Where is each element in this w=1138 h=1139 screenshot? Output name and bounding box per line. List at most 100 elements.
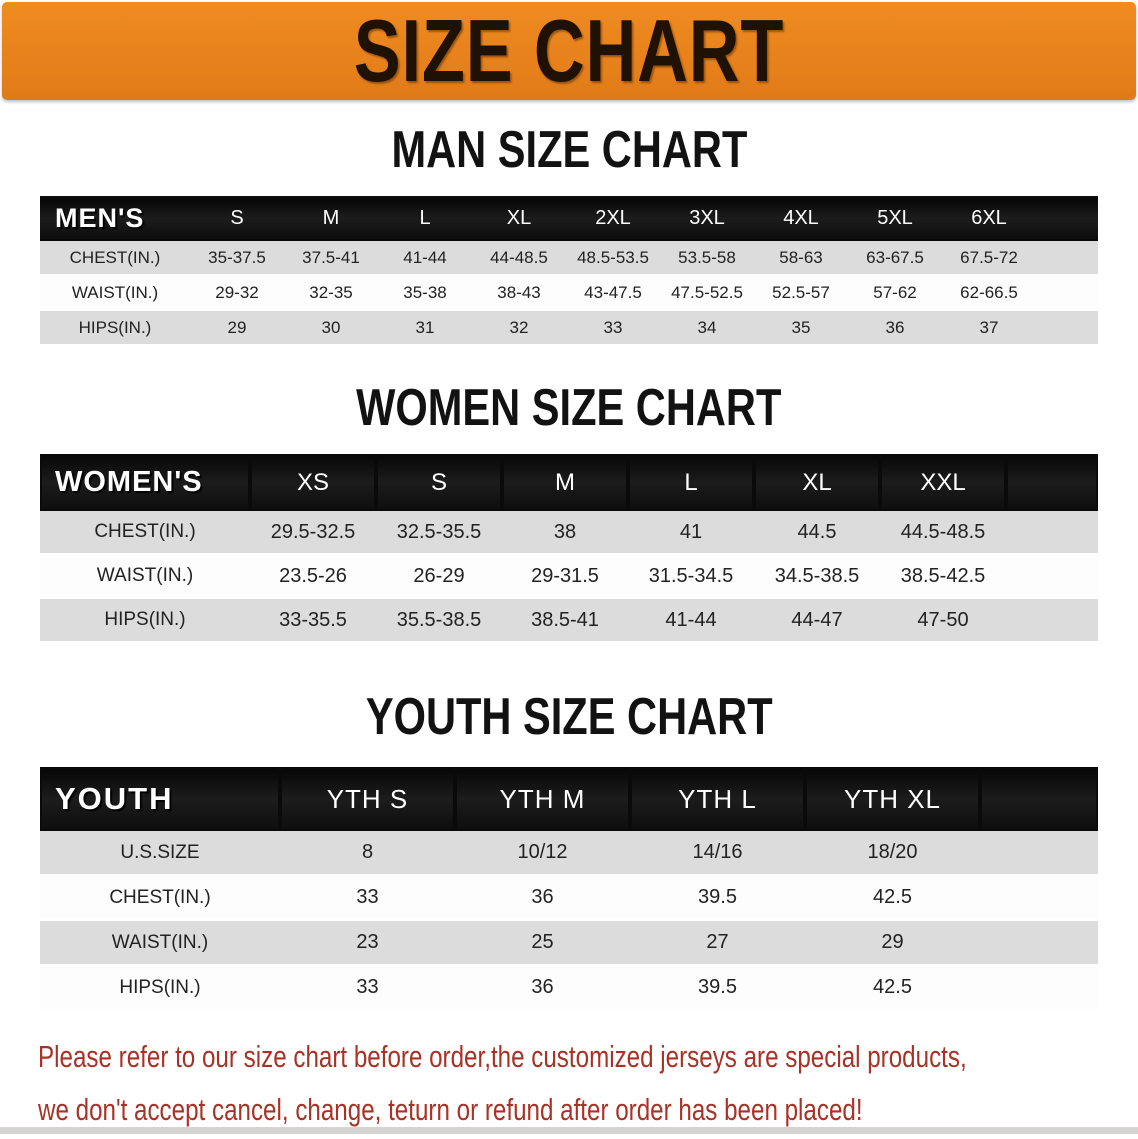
table-cell: 57-62: [848, 276, 942, 311]
table-cell: 32.5-35.5: [376, 511, 502, 555]
table-cell: 34.5-38.5: [754, 555, 880, 599]
women-section: WOMEN SIZE CHART WOMEN'S XS S M L XL XXL…: [0, 382, 1138, 643]
table-cell: 29.5-32.5: [250, 511, 376, 555]
women-size-col-xs: XS: [250, 454, 376, 511]
table-cell: 35-37.5: [190, 241, 284, 276]
men-section-heading: MAN SIZE CHART: [0, 124, 1138, 176]
spacer-cell: [1006, 511, 1098, 555]
table-cell: 47-50: [880, 599, 1006, 643]
disclaimer-line-1-text: Please refer to our size chart before or…: [38, 1039, 967, 1074]
youth-size-col-s: YTH S: [280, 767, 455, 831]
table-cell: 36: [848, 311, 942, 346]
banner-title: SIZE CHART: [353, 1, 785, 100]
table-cell: 29-32: [190, 276, 284, 311]
table-cell: 23: [280, 921, 455, 966]
youth-section-heading: YOUTH SIZE CHART: [0, 691, 1138, 743]
table-cell: 47.5-52.5: [660, 276, 754, 311]
table-cell: 43-47.5: [566, 276, 660, 311]
table-cell: 32: [472, 311, 566, 346]
disclaimer-line-2-text: we don't accept cancel, change, teturn o…: [38, 1092, 863, 1127]
table-cell: 41-44: [378, 241, 472, 276]
table-cell: 67.5-72: [942, 241, 1036, 276]
table-cell: 35-38: [378, 276, 472, 311]
men-section: MAN SIZE CHART MEN'S S M L XL 2XL 3XL 4X…: [0, 124, 1138, 346]
men-size-col-m: M: [322, 207, 340, 229]
women-size-col-xxl: XXL: [880, 454, 1006, 511]
women-section-heading: WOMEN SIZE CHART: [0, 382, 1138, 434]
table-cell: 37: [942, 311, 1036, 346]
table-cell: 39.5: [630, 966, 805, 1011]
table-cell: 44.5: [754, 511, 880, 555]
table-cell: 48.5-53.5: [566, 241, 660, 276]
spacer-cell: [1006, 555, 1098, 599]
spacer-cell: [1006, 599, 1098, 643]
spacer-cell: [1036, 196, 1098, 241]
table-cell: 33: [566, 311, 660, 346]
women-table-header-row: WOMEN'S XS S M L XL XXL: [40, 454, 1098, 511]
table-cell: 38: [502, 511, 628, 555]
table-cell: 35.5-38.5: [376, 599, 502, 643]
youth-table-title: YOUTH: [40, 767, 280, 831]
men-hips-row: HIPS(IN.) 29 30 31 32 33 34 35 36 37: [40, 311, 1098, 346]
spacer-cell: [980, 966, 1098, 1011]
men-size-col-5xl: 5XL: [877, 207, 913, 229]
table-cell: 42.5: [805, 966, 980, 1011]
table-cell: 31.5-34.5: [628, 555, 754, 599]
men-size-col-xl: XL: [506, 207, 532, 229]
table-cell: 33-35.5: [250, 599, 376, 643]
spacer-cell: [980, 831, 1098, 876]
women-size-col-m: M: [502, 454, 628, 511]
women-heading-text: WOMEN SIZE CHART: [356, 379, 782, 437]
men-size-col-2xl: 2XL: [595, 207, 631, 229]
men-heading-text: MAN SIZE CHART: [391, 121, 747, 179]
table-cell: 62-66.5: [942, 276, 1036, 311]
table-cell: 31: [378, 311, 472, 346]
spacer-cell: [1036, 276, 1098, 311]
table-cell: 33: [280, 966, 455, 1011]
table-cell: 14/16: [630, 831, 805, 876]
row-label: U.S.SIZE: [40, 831, 280, 876]
table-cell: 36: [455, 876, 630, 921]
table-cell: 34: [660, 311, 754, 346]
men-table-header-row: MEN'S S M L XL 2XL 3XL 4XL 5XL 6XL: [40, 196, 1098, 241]
table-cell: 10/12: [455, 831, 630, 876]
row-label: HIPS(IN.): [40, 311, 190, 346]
table-cell: 39.5: [630, 876, 805, 921]
table-cell: 18/20: [805, 831, 980, 876]
table-cell: 41-44: [628, 599, 754, 643]
youth-size-col-l: YTH L: [630, 767, 805, 831]
table-cell: 58-63: [754, 241, 848, 276]
table-cell: 42.5: [805, 876, 980, 921]
youth-size-table: YOUTH YTH S YTH M YTH L YTH XL U.S.SIZE …: [40, 767, 1098, 1011]
bottom-edge-strip: [0, 1127, 1138, 1134]
men-size-table: MEN'S S M L XL 2XL 3XL 4XL 5XL 6XL CHEST…: [40, 196, 1098, 346]
women-hips-row: HIPS(IN.) 33-35.5 35.5-38.5 38.5-41 41-4…: [40, 599, 1098, 643]
women-chest-row: CHEST(IN.) 29.5-32.5 32.5-35.5 38 41 44.…: [40, 511, 1098, 555]
row-label: CHEST(IN.): [40, 241, 190, 276]
men-size-col-6xl: 6XL: [971, 207, 1007, 229]
women-size-col-s: S: [376, 454, 502, 511]
table-cell: 37.5-41: [284, 241, 378, 276]
table-cell: 29: [805, 921, 980, 966]
spacer-cell: [1036, 311, 1098, 346]
table-cell: 41: [628, 511, 754, 555]
table-cell: 25: [455, 921, 630, 966]
table-cell: 44-48.5: [472, 241, 566, 276]
women-size-table: WOMEN'S XS S M L XL XXL CHEST(IN.) 29.5-…: [40, 454, 1098, 643]
row-label: HIPS(IN.): [40, 599, 250, 643]
men-table-title: MEN'S: [55, 203, 145, 233]
men-chest-row: CHEST(IN.) 35-37.5 37.5-41 41-44 44-48.5…: [40, 241, 1098, 276]
men-size-col-s: S: [230, 207, 244, 229]
row-label: WAIST(IN.): [40, 555, 250, 599]
women-size-col-xl: XL: [754, 454, 880, 511]
youth-ussize-row: U.S.SIZE 8 10/12 14/16 18/20: [40, 831, 1098, 876]
men-size-col-4xl: 4XL: [783, 207, 819, 229]
row-label: HIPS(IN.): [40, 966, 280, 1011]
youth-table-header-row: YOUTH YTH S YTH M YTH L YTH XL: [40, 767, 1098, 831]
table-cell: 52.5-57: [754, 276, 848, 311]
youth-size-col-m: YTH M: [455, 767, 630, 831]
size-chart-banner: SIZE CHART: [2, 2, 1136, 100]
table-cell: 29-31.5: [502, 555, 628, 599]
table-cell: 30: [284, 311, 378, 346]
table-cell: 26-29: [376, 555, 502, 599]
